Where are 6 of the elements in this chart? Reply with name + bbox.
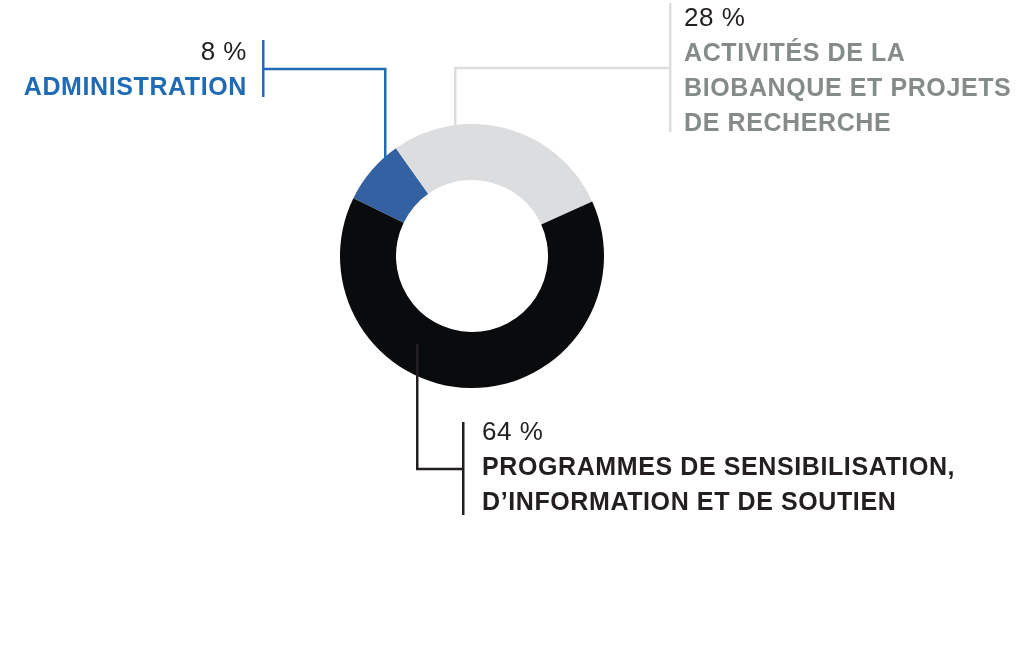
data-label: 64 % xyxy=(482,416,544,446)
data-label: 28 % xyxy=(684,2,746,32)
data-label: 8 % xyxy=(200,36,247,66)
slice-label: ACTIVITÉS DE LA BIOBANQUE ET PROJETS DE RECHERCHE xyxy=(684,38,1012,136)
slice-label: PROGRAMMES DE SENSIBILISATION, D’INFORMATION ET DE SOUTIEN xyxy=(482,452,956,515)
slice-label: ADMINISTRATION xyxy=(23,72,247,100)
